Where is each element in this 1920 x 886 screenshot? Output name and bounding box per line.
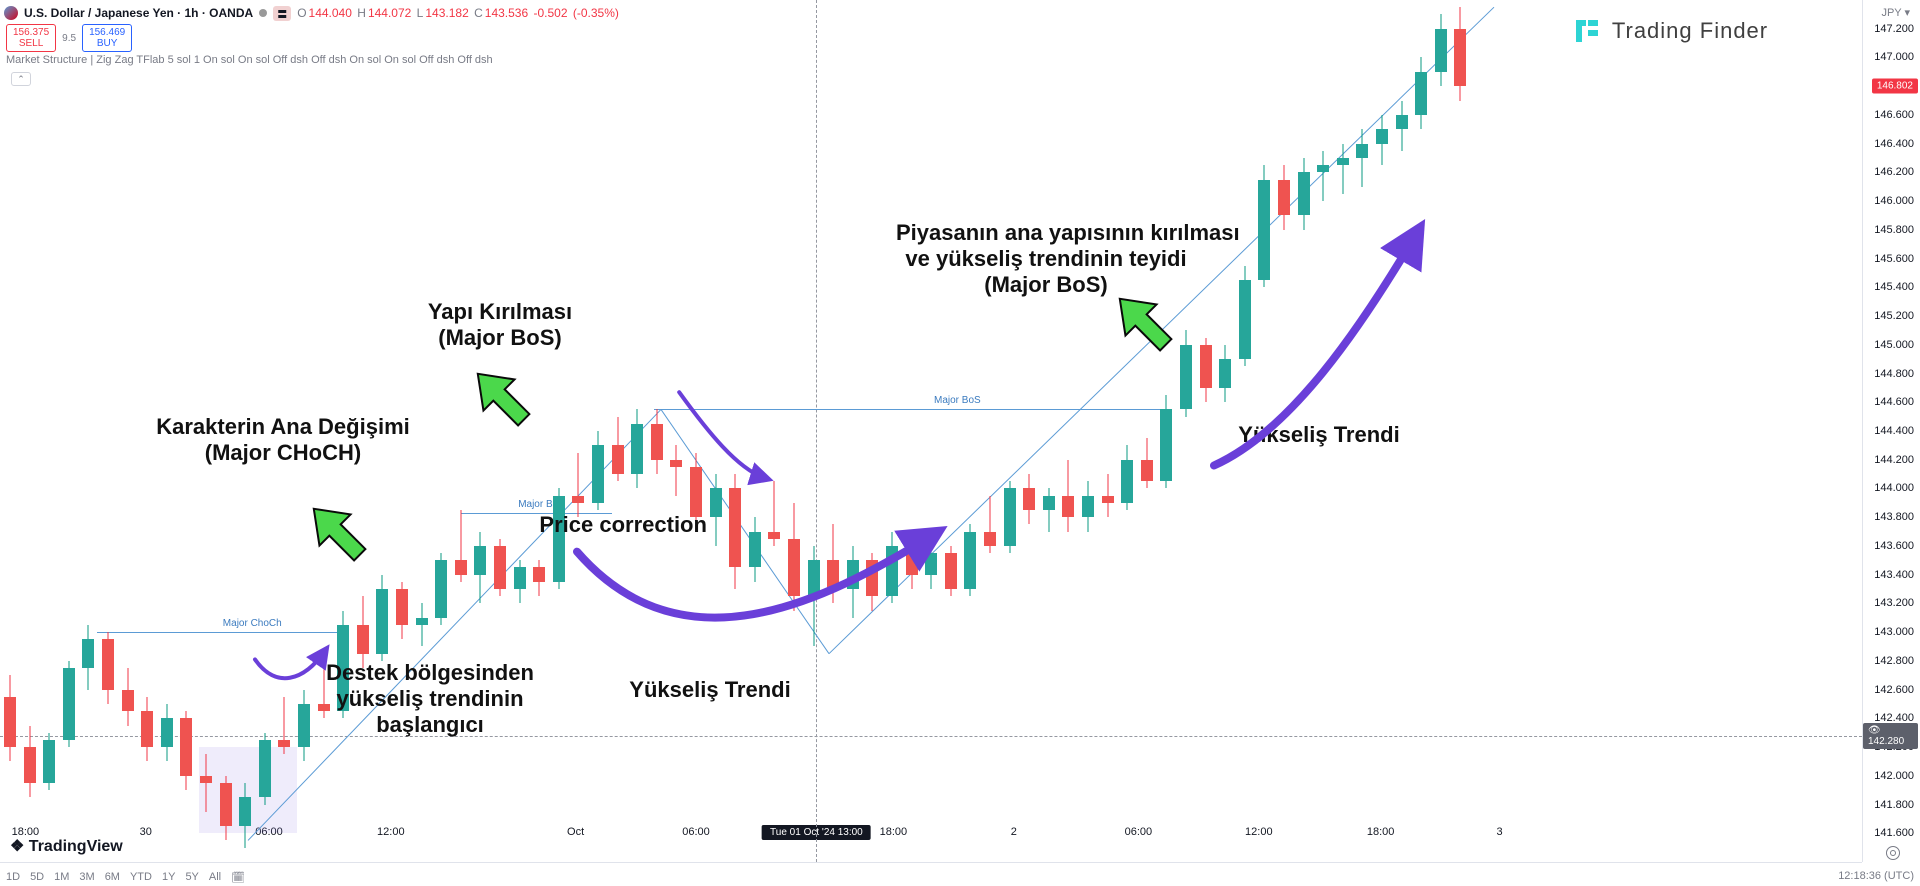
- crosshair-price-tag: 👁 142.280: [1863, 723, 1918, 749]
- y-tick: 143.800: [1874, 511, 1914, 523]
- y-tick: 144.000: [1874, 482, 1914, 494]
- y-tick: 145.200: [1874, 310, 1914, 322]
- y-tick: 144.800: [1874, 368, 1914, 380]
- tf-5Y[interactable]: 5Y: [185, 871, 198, 884]
- tf-1Y[interactable]: 1Y: [162, 871, 175, 884]
- y-tick: 142.800: [1874, 655, 1914, 667]
- y-tick: 147.200: [1874, 23, 1914, 35]
- tf-1M[interactable]: 1M: [54, 871, 69, 884]
- y-tick: 145.400: [1874, 281, 1914, 293]
- y-tick: 142.600: [1874, 684, 1914, 696]
- y-tick: 147.000: [1874, 51, 1914, 63]
- y-tick: 146.600: [1874, 109, 1914, 121]
- calendar-icon[interactable]: 🗓: [231, 871, 245, 884]
- timeframe-bar[interactable]: 1D 5D 1M 3M 6M YTD 1Y 5Y All 🗓: [6, 871, 245, 884]
- y-tick: 144.600: [1874, 396, 1914, 408]
- y-tick: 144.200: [1874, 454, 1914, 466]
- y-tick: 146.200: [1874, 166, 1914, 178]
- pair-dropdown[interactable]: JPY: [1881, 6, 1910, 19]
- y-tick: 143.000: [1874, 626, 1914, 638]
- purple-arrows: [0, 0, 1862, 862]
- tf-3M[interactable]: 3M: [79, 871, 94, 884]
- y-tick: 141.600: [1874, 827, 1914, 839]
- chart-area[interactable]: 18:003006:0012:00Oct06:0018:00206:0012:0…: [0, 0, 1862, 862]
- price-tag: 146.802: [1872, 78, 1918, 93]
- tf-All[interactable]: All: [209, 871, 221, 884]
- settings-icon[interactable]: [1886, 846, 1900, 860]
- x-axis[interactable]: [0, 862, 1862, 886]
- y-tick: 146.000: [1874, 195, 1914, 207]
- tf-YTD[interactable]: YTD: [130, 871, 152, 884]
- y-tick: 144.400: [1874, 425, 1914, 437]
- tf-5D[interactable]: 5D: [30, 871, 44, 884]
- y-tick: 142.000: [1874, 770, 1914, 782]
- y-tick: 145.000: [1874, 339, 1914, 351]
- y-axis[interactable]: JPY 147.200147.000146.800146.600146.4001…: [1862, 0, 1920, 862]
- y-tick: 143.400: [1874, 569, 1914, 581]
- y-tick: 143.600: [1874, 540, 1914, 552]
- y-tick: 141.800: [1874, 799, 1914, 811]
- tf-1D[interactable]: 1D: [6, 871, 20, 884]
- clock: 12:18:36 (UTC): [1838, 870, 1914, 882]
- y-tick: 145.600: [1874, 253, 1914, 265]
- y-tick: 143.200: [1874, 597, 1914, 609]
- y-tick: 145.800: [1874, 224, 1914, 236]
- y-tick: 146.400: [1874, 138, 1914, 150]
- tf-6M[interactable]: 6M: [105, 871, 120, 884]
